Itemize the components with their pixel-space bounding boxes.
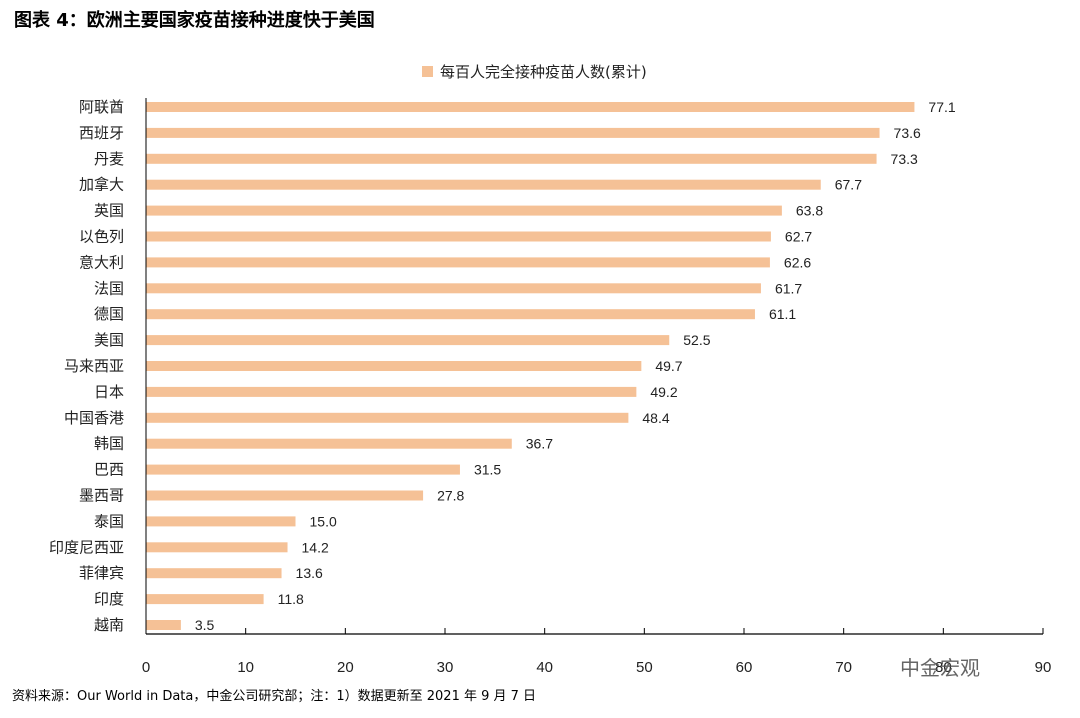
- bar: [146, 620, 181, 630]
- bar: [146, 283, 761, 294]
- value-label: 63.8: [796, 203, 823, 219]
- category-label: 西班牙: [79, 124, 124, 142]
- bar: [146, 386, 637, 397]
- value-label: 67.7: [835, 177, 862, 193]
- category-label: 印度尼西亚: [49, 538, 124, 556]
- x-tick-label: 20: [337, 659, 354, 676]
- x-axis: 0 10 20 30 40 50 60 70 80 90: [142, 98, 1052, 676]
- value-label: 15.0: [310, 513, 337, 529]
- category-label: 墨西哥: [79, 487, 124, 505]
- category-label: 美国: [94, 331, 124, 349]
- value-label: 49.2: [650, 384, 677, 400]
- value-label: 61.1: [769, 306, 796, 322]
- x-tick-label: 80: [935, 659, 952, 676]
- bar: [146, 594, 264, 605]
- category-label: 泰国: [94, 512, 124, 530]
- category-label: 以色列: [79, 228, 124, 246]
- category-label: 马来西亚: [64, 357, 124, 375]
- value-label: 14.2: [302, 539, 329, 555]
- category-label: 丹麦: [94, 150, 124, 168]
- bar: [146, 464, 460, 475]
- bar: [146, 438, 512, 449]
- bar: [146, 231, 771, 242]
- bar: [146, 335, 670, 346]
- bar: [146, 516, 296, 527]
- value-label: 3.5: [195, 617, 215, 633]
- bar: [146, 153, 877, 164]
- x-tick-label: 0: [142, 659, 150, 676]
- value-label: 61.7: [775, 280, 802, 296]
- bars-group: 阿联酋 77.1 西班牙 73.6 丹麦 73.3 加拿大 67.7 英国 63.8 以色列 62.7…: [49, 98, 956, 634]
- category-label: 英国: [94, 202, 124, 220]
- bar: [146, 127, 880, 138]
- bar: [146, 102, 915, 112]
- bar: [146, 179, 821, 190]
- category-label: 印度: [94, 590, 124, 608]
- x-tick-label: 90: [1035, 659, 1052, 676]
- category-label: 巴西: [94, 461, 124, 479]
- bar: [146, 309, 755, 320]
- value-label: 62.6: [784, 254, 811, 270]
- category-label: 法国: [94, 279, 124, 297]
- category-label: 菲律宾: [79, 564, 124, 582]
- bar: [146, 568, 282, 579]
- category-label: 阿联酋: [79, 98, 124, 116]
- category-label: 中国香港: [64, 409, 124, 427]
- x-tick-label: 50: [636, 659, 653, 676]
- legend: 每百人完全接种疫苗人数(累计): [422, 63, 647, 81]
- value-label: 48.4: [642, 410, 669, 426]
- x-tick-label: 10: [237, 659, 254, 676]
- bar: [146, 361, 642, 371]
- bar: [146, 412, 629, 423]
- value-label: 36.7: [526, 436, 553, 452]
- category-label: 意大利: [79, 253, 124, 271]
- value-label: 13.6: [296, 565, 323, 581]
- value-label: 49.7: [655, 358, 682, 374]
- category-label: 日本: [94, 383, 124, 401]
- bar: [146, 490, 424, 501]
- x-tick-label: 70: [835, 659, 852, 676]
- value-label: 77.1: [928, 99, 955, 115]
- category-label: 加拿大: [79, 176, 124, 194]
- value-label: 73.6: [894, 125, 921, 141]
- category-label: 越南: [94, 616, 124, 634]
- value-label: 62.7: [785, 229, 812, 245]
- value-label: 52.5: [683, 332, 710, 348]
- bar: [146, 257, 770, 268]
- legend-label: 每百人完全接种疫苗人数(累计): [440, 63, 647, 81]
- bar: [146, 542, 288, 553]
- x-tick-label: 30: [437, 659, 454, 676]
- figure-title: 图表 4：欧洲主要国家疫苗接种进度快于美国: [14, 10, 375, 31]
- x-tick-label: 40: [536, 659, 553, 676]
- value-label: 27.8: [437, 488, 464, 504]
- value-label: 31.5: [474, 462, 501, 478]
- source-note: 资料来源：Our World in Data，中金公司研究部；注：1）数据更新至…: [12, 689, 537, 704]
- category-label: 德国: [94, 305, 124, 323]
- category-label: 韩国: [94, 435, 124, 453]
- value-label: 73.3: [891, 151, 918, 167]
- value-label: 11.8: [278, 591, 304, 607]
- legend-swatch: [422, 66, 433, 77]
- watermark: 中金宏观: [900, 656, 980, 680]
- bar: [146, 205, 782, 216]
- x-tick-label: 60: [736, 659, 753, 676]
